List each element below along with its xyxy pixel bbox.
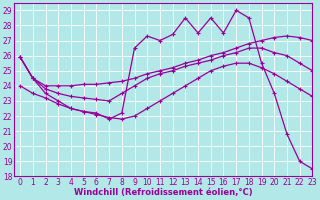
X-axis label: Windchill (Refroidissement éolien,°C): Windchill (Refroidissement éolien,°C): [74, 188, 252, 197]
